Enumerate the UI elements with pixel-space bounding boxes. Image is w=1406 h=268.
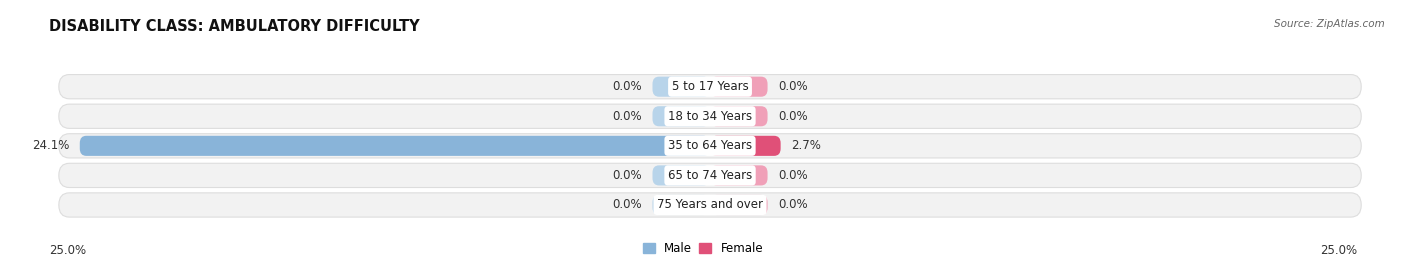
Text: 5 to 17 Years: 5 to 17 Years bbox=[672, 80, 748, 93]
FancyBboxPatch shape bbox=[710, 165, 768, 185]
FancyBboxPatch shape bbox=[710, 77, 768, 97]
Text: 75 Years and over: 75 Years and over bbox=[657, 199, 763, 211]
Text: 2.7%: 2.7% bbox=[792, 139, 821, 152]
FancyBboxPatch shape bbox=[59, 163, 1361, 188]
Text: 65 to 74 Years: 65 to 74 Years bbox=[668, 169, 752, 182]
Text: 0.0%: 0.0% bbox=[613, 169, 643, 182]
Text: 0.0%: 0.0% bbox=[613, 80, 643, 93]
FancyBboxPatch shape bbox=[80, 136, 710, 156]
Text: 0.0%: 0.0% bbox=[613, 199, 643, 211]
FancyBboxPatch shape bbox=[652, 106, 710, 126]
Legend: Male, Female: Male, Female bbox=[638, 237, 768, 259]
Text: 0.0%: 0.0% bbox=[613, 110, 643, 123]
FancyBboxPatch shape bbox=[710, 136, 780, 156]
Text: 25.0%: 25.0% bbox=[1320, 244, 1357, 257]
FancyBboxPatch shape bbox=[710, 106, 768, 126]
FancyBboxPatch shape bbox=[59, 134, 1361, 158]
Text: 0.0%: 0.0% bbox=[778, 169, 807, 182]
Text: 18 to 34 Years: 18 to 34 Years bbox=[668, 110, 752, 123]
FancyBboxPatch shape bbox=[652, 195, 710, 215]
FancyBboxPatch shape bbox=[59, 104, 1361, 128]
Text: 25.0%: 25.0% bbox=[49, 244, 86, 257]
Text: DISABILITY CLASS: AMBULATORY DIFFICULTY: DISABILITY CLASS: AMBULATORY DIFFICULTY bbox=[49, 19, 420, 34]
FancyBboxPatch shape bbox=[59, 193, 1361, 217]
Text: 35 to 64 Years: 35 to 64 Years bbox=[668, 139, 752, 152]
Text: Source: ZipAtlas.com: Source: ZipAtlas.com bbox=[1274, 19, 1385, 29]
Text: 0.0%: 0.0% bbox=[778, 199, 807, 211]
FancyBboxPatch shape bbox=[710, 195, 768, 215]
Text: 24.1%: 24.1% bbox=[32, 139, 69, 152]
Text: 0.0%: 0.0% bbox=[778, 110, 807, 123]
FancyBboxPatch shape bbox=[652, 165, 710, 185]
FancyBboxPatch shape bbox=[652, 77, 710, 97]
FancyBboxPatch shape bbox=[59, 75, 1361, 99]
Text: 0.0%: 0.0% bbox=[778, 80, 807, 93]
